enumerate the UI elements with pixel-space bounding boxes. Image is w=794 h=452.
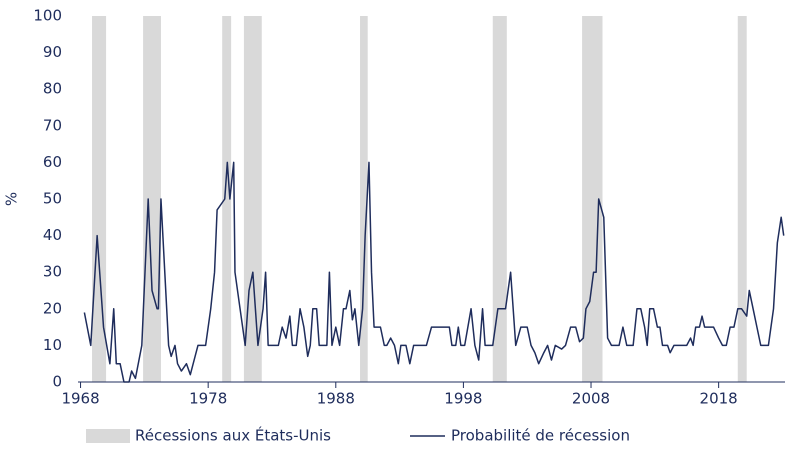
legend-label: Récessions aux États-Unis [135, 426, 331, 445]
x-tick-label: 1988 [317, 390, 355, 408]
y-tick-label: 70 [43, 116, 62, 134]
y-tick-label: 60 [43, 153, 62, 171]
y-tick-label: 30 [43, 263, 62, 281]
recession-band [492, 16, 507, 382]
x-tick-label: 1968 [61, 390, 99, 408]
recession-band [222, 16, 232, 382]
y-tick-label: 40 [43, 226, 62, 244]
y-axis-label: % [3, 192, 21, 206]
recession-band [92, 16, 107, 382]
y-tick-label: 0 [52, 373, 62, 391]
y-tick-label: 10 [43, 336, 62, 354]
recession-band [143, 16, 161, 382]
x-tick-label: 1998 [444, 390, 482, 408]
y-tick-label: 100 [33, 7, 62, 25]
recession-band [360, 16, 368, 382]
y-tick-label: 20 [43, 299, 62, 317]
series-line [83, 161, 785, 383]
y-tick-label: 90 [43, 43, 62, 61]
legend-swatch [86, 429, 130, 443]
y-tick-label: 80 [43, 80, 62, 98]
legend-label: Probabilité de récession [451, 427, 630, 445]
x-tick-label: 1978 [189, 390, 227, 408]
x-tick-label: 2008 [572, 390, 610, 408]
x-tick-label: 2018 [700, 390, 738, 408]
recession-band [737, 16, 747, 382]
y-tick-label: 50 [43, 190, 62, 208]
recession-band [582, 16, 603, 382]
